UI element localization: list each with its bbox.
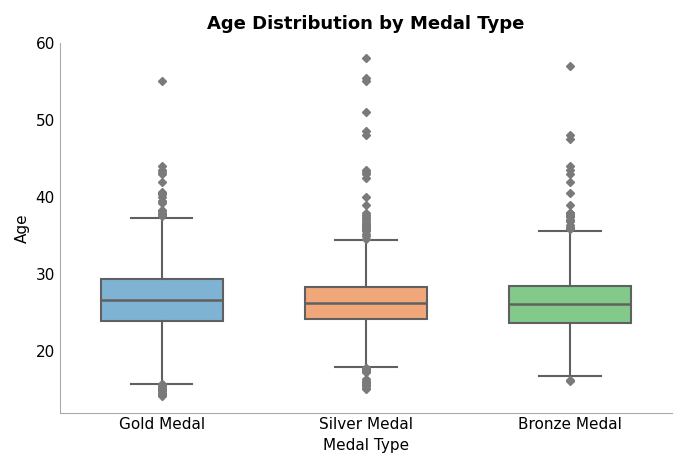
Y-axis label: Age: Age [15,213,30,242]
PathPatch shape [509,286,631,323]
X-axis label: Medal Type: Medal Type [323,438,409,453]
PathPatch shape [304,287,427,319]
Title: Age Distribution by Medal Type: Age Distribution by Medal Type [207,15,525,33]
PathPatch shape [100,279,223,322]
